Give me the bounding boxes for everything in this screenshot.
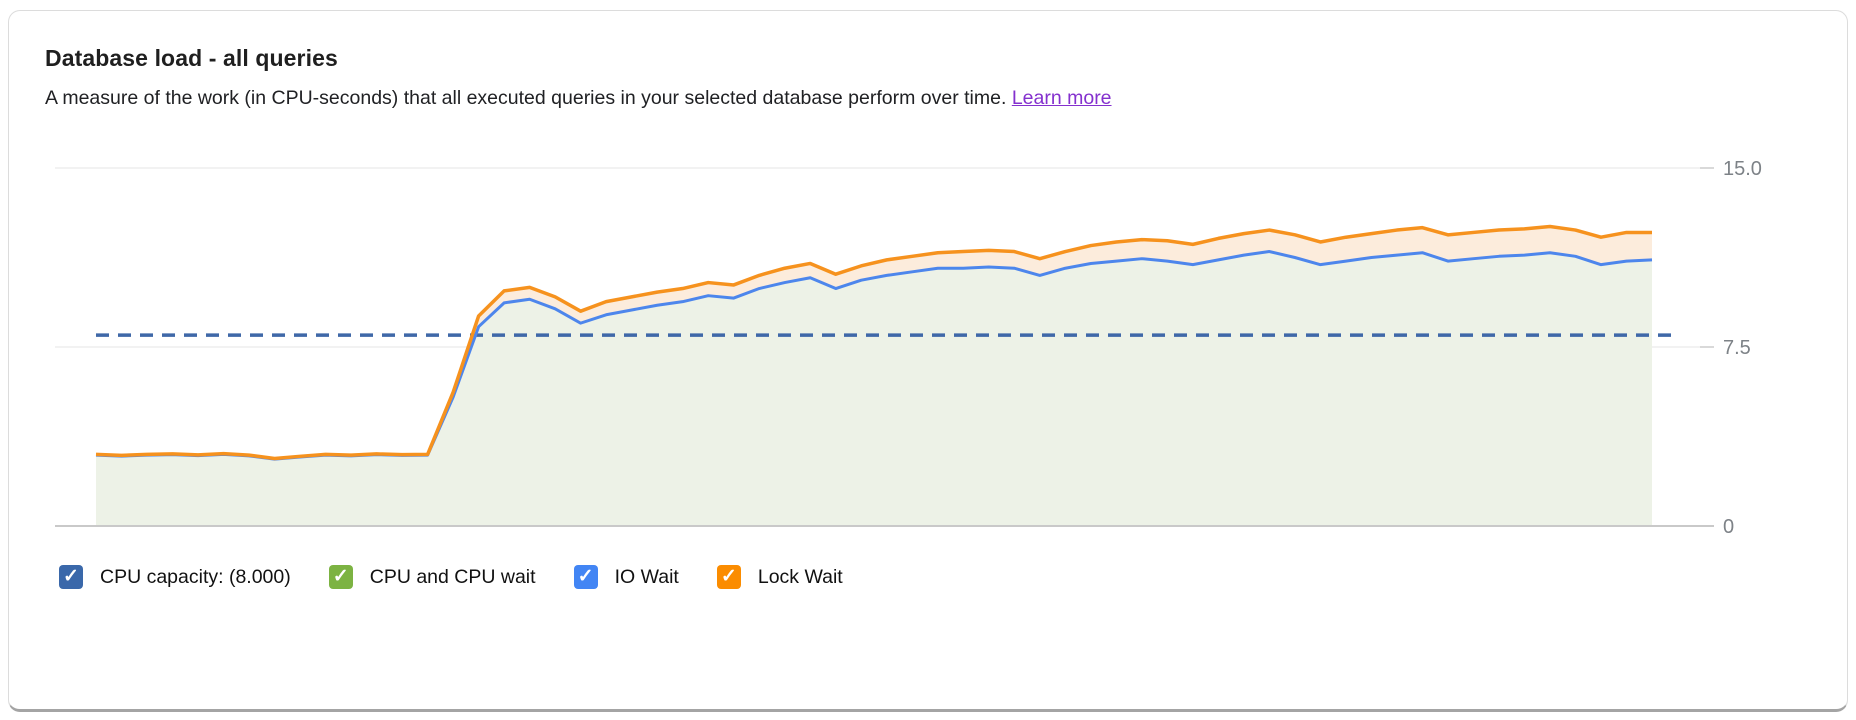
chart-canvas[interactable]: 15.07.5012:2012:2512:3012:3512:4012:4512… — [45, 122, 1825, 567]
legend-item-lock-wait[interactable]: ✓ Lock Wait — [716, 565, 843, 589]
legend-item-cpu-capacity[interactable]: ✓ CPU capacity: (8.000) — [59, 565, 291, 589]
chart-description-text: A measure of the work (in CPU-seconds) t… — [45, 87, 1007, 109]
legend-item-cpu-and-cpu-wait[interactable]: ✓ CPU and CPU wait — [328, 565, 536, 589]
db-load-chart: 15.07.5012:2012:2512:3012:3512:4012:4512… — [45, 122, 1821, 567]
checked-checkbox-icon[interactable]: ✓ — [573, 565, 598, 589]
checked-checkbox-icon[interactable]: ✓ — [328, 565, 353, 589]
checked-checkbox-icon[interactable]: ✓ — [716, 565, 741, 589]
database-load-card: Database load - all queries A measure of… — [8, 10, 1848, 712]
svg-text:0: 0 — [1723, 516, 1734, 538]
legend-label: Lock Wait — [757, 565, 843, 588]
svg-text:7.5: 7.5 — [1723, 337, 1751, 359]
learn-more-link[interactable]: Learn more — [1011, 87, 1112, 109]
page-title: Database load - all queries — [45, 45, 338, 71]
legend-item-io-wait[interactable]: ✓ IO Wait — [573, 565, 679, 589]
checked-checkbox-icon[interactable]: ✓ — [59, 565, 83, 589]
chart-legend: ✓ CPU capacity: (8.000) ✓ CPU and CPU wa… — [45, 565, 1821, 589]
svg-text:15.0: 15.0 — [1723, 158, 1762, 180]
legend-label: CPU capacity: (8.000) — [100, 565, 291, 588]
legend-label: IO Wait — [614, 565, 679, 588]
chart-description: A measure of the work (in CPU-seconds) t… — [45, 87, 1821, 110]
legend-label: CPU and CPU wait — [369, 565, 536, 588]
